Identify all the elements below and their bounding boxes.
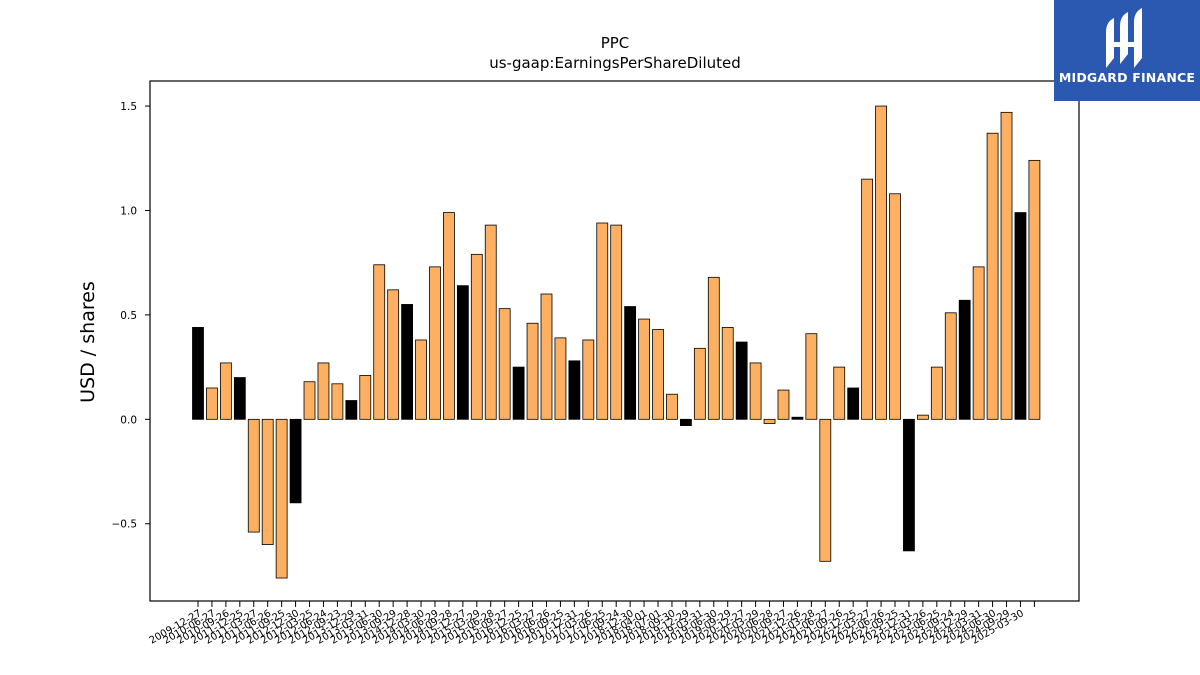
plot-frame	[149, 80, 1080, 602]
chart-subtitle: us-gaap:EarningsPerShareDiluted	[489, 54, 741, 72]
y-tick-label: 1.0	[120, 205, 137, 217]
bar	[624, 306, 637, 420]
brand-name: MIDGARD FINANCE	[1058, 70, 1196, 85]
bar	[470, 253, 483, 420]
bar	[875, 105, 887, 420]
bar	[289, 418, 302, 504]
bars-group	[192, 105, 1041, 579]
bar	[916, 414, 929, 420]
bar	[568, 360, 581, 420]
bar	[401, 304, 414, 420]
bar	[652, 329, 664, 420]
bar	[1028, 159, 1041, 420]
bar	[526, 322, 539, 420]
bar	[889, 193, 901, 420]
y-tick-label: −0.5	[112, 519, 138, 531]
bar	[443, 212, 455, 420]
bar	[805, 333, 818, 420]
bar	[596, 222, 609, 420]
bar	[373, 264, 386, 420]
y-tick-label: 0.5	[120, 310, 137, 322]
bar	[735, 341, 748, 420]
bar	[219, 362, 232, 420]
bar	[331, 383, 344, 420]
bar	[638, 318, 650, 420]
bar	[512, 366, 525, 420]
bar	[958, 299, 971, 420]
bar	[275, 418, 288, 579]
bar	[944, 312, 957, 420]
bar	[1000, 111, 1013, 420]
bar	[540, 293, 553, 420]
brand-logo: MIDGARD FINANCE	[1054, 0, 1200, 101]
bar	[693, 347, 706, 420]
bar	[861, 178, 874, 420]
bar	[791, 416, 804, 420]
bar	[317, 362, 330, 420]
bar	[972, 266, 985, 420]
bar	[261, 418, 274, 546]
bar	[833, 366, 846, 420]
bar	[247, 418, 260, 533]
bar	[707, 276, 720, 420]
bar	[303, 381, 316, 420]
bar	[456, 285, 469, 420]
y-tick-label: 1.5	[120, 101, 137, 113]
bar	[847, 387, 860, 420]
bar	[498, 308, 511, 420]
bar	[429, 266, 441, 420]
bar	[610, 224, 623, 420]
midgard-logo-icon	[1106, 8, 1142, 68]
bar	[484, 224, 497, 420]
bar	[819, 418, 832, 562]
y-axis: −0.5 0.0 0.5 1.0 1.5	[112, 101, 150, 531]
bar	[192, 327, 204, 420]
bar	[206, 387, 218, 420]
bar	[930, 366, 943, 420]
chart-title: PPC	[601, 34, 630, 52]
bar	[666, 393, 678, 420]
x-axis: 2009-12-272010-06-272010-09-262011-12-25…	[148, 601, 1035, 647]
bar	[387, 289, 400, 420]
bar	[903, 418, 915, 552]
bar	[986, 132, 999, 420]
bar	[554, 337, 567, 420]
y-tick-label: 0.0	[120, 414, 137, 426]
bar	[721, 327, 734, 420]
bar	[582, 339, 595, 420]
bar	[749, 362, 762, 420]
bar	[359, 375, 372, 420]
bar	[345, 400, 358, 420]
bar	[415, 339, 427, 420]
bar	[233, 377, 246, 420]
bar	[680, 418, 692, 426]
bar	[1014, 212, 1027, 420]
bar	[763, 418, 776, 424]
bar	[777, 389, 790, 420]
y-axis-label: USD / shares	[77, 281, 99, 403]
